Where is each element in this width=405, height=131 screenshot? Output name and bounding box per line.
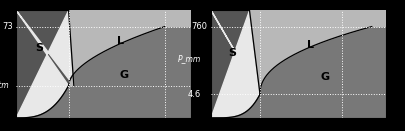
Text: G: G [119,70,129,80]
Text: L: L [117,36,124,46]
Text: 760: 760 [191,22,207,31]
Text: P_mm: P_mm [177,54,200,63]
Text: S: S [35,43,43,53]
Text: 73: 73 [2,22,13,31]
Text: 4.6: 4.6 [187,90,200,99]
Polygon shape [249,10,385,94]
Polygon shape [211,27,385,118]
Polygon shape [16,10,74,118]
Text: S: S [228,48,235,58]
Polygon shape [16,27,190,118]
Polygon shape [68,10,190,86]
Text: G: G [319,72,328,82]
Text: L: L [306,40,313,50]
Text: Patm: Patm [0,81,9,90]
Polygon shape [211,10,259,118]
